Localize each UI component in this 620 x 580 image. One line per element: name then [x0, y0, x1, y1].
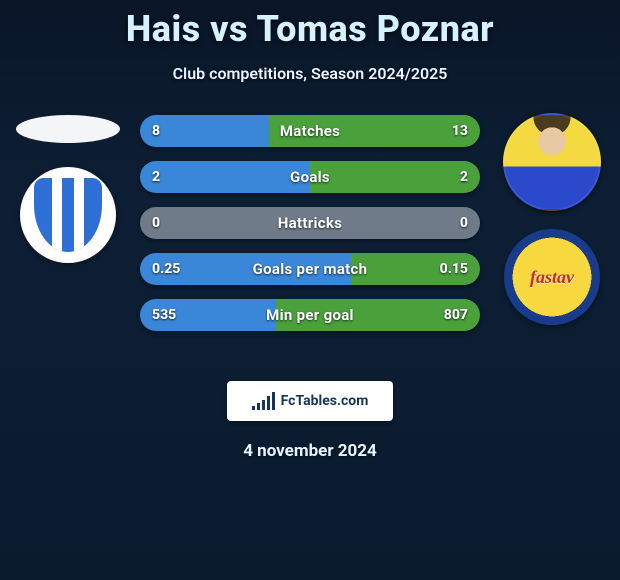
brand-logo-icon	[252, 392, 275, 410]
stat-bar-left	[140, 161, 310, 193]
stat-bars: Matches813 Goals22 Hattricks00 Goals per ma…	[140, 115, 480, 345]
stat-bar-right	[310, 207, 480, 239]
brand-name: FcTables.com	[281, 393, 369, 409]
brand-logo-bar	[262, 400, 265, 410]
stat-bar-right	[310, 161, 480, 193]
right-player-column: fastav	[492, 113, 612, 325]
brand-watermark: FcTables.com	[227, 381, 393, 421]
left-player-column	[8, 113, 128, 263]
subtitle: Club competitions, Season 2024/2025	[0, 64, 620, 83]
stat-bar-right	[276, 299, 480, 331]
comparison-arena: fastav Matches813 Goals22 Hattricks00 Goals…	[0, 113, 620, 363]
brand-logo-bar	[257, 403, 260, 410]
brand-logo-bar	[252, 406, 255, 410]
stat-bar-left	[140, 253, 351, 285]
right-club-badge-text: fastav	[530, 267, 574, 288]
page-title: Hais vs Tomas Poznar	[0, 0, 620, 50]
right-club-badge: fastav	[504, 229, 600, 325]
stat-row: Goals per match0.250.15	[140, 253, 480, 285]
brand-logo-bar	[267, 396, 270, 410]
right-player-photo	[503, 113, 601, 211]
stat-bar-left	[140, 207, 310, 239]
left-club-badge	[20, 167, 116, 263]
snapshot-date: 4 november 2024	[0, 441, 620, 461]
stat-row: Matches813	[140, 115, 480, 147]
stat-row: Goals22	[140, 161, 480, 193]
left-player-placeholder	[16, 115, 120, 143]
stat-bar-left	[140, 115, 269, 147]
stat-bar-left	[140, 299, 276, 331]
stat-bar-right	[269, 115, 480, 147]
left-club-shield-icon	[34, 178, 102, 252]
stat-bar-right	[351, 253, 480, 285]
stat-row: Hattricks00	[140, 207, 480, 239]
brand-logo-bar	[272, 392, 275, 410]
stat-row: Min per goal535807	[140, 299, 480, 331]
